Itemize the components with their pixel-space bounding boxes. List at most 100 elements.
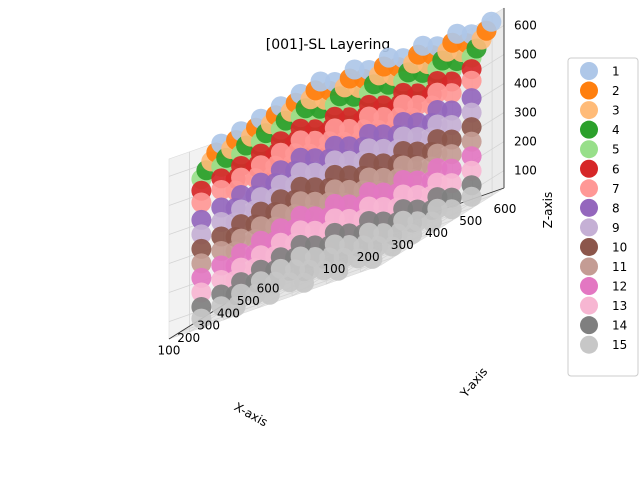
y-tick-label: 100 — [323, 262, 346, 276]
data-point-series-8 — [305, 148, 325, 169]
legend-label-7: 7 — [612, 182, 620, 196]
legend-marker-3 — [580, 101, 598, 120]
data-point-series-12 — [373, 182, 394, 203]
legend-label-1: 1 — [612, 65, 620, 79]
legend-marker-12 — [580, 277, 598, 296]
x-tick-label: 600 — [257, 282, 280, 296]
data-point-series-13 — [461, 160, 482, 181]
data-point-series-8 — [393, 112, 414, 132]
z-tick-label: 500 — [514, 48, 537, 62]
data-point-series-15 — [250, 271, 271, 292]
y-axis-label: Y-axis — [457, 365, 490, 401]
data-point-series-8 — [339, 136, 360, 157]
data-point-series-11 — [211, 241, 232, 261]
data-point-series-12 — [324, 193, 345, 214]
legend-marker-10 — [580, 237, 598, 256]
data-point-series-10 — [441, 129, 462, 150]
y-tick-label: 400 — [425, 226, 448, 240]
data-point-series-7 — [305, 130, 325, 151]
data-point-series-10 — [461, 117, 482, 138]
data-point-series-13 — [441, 173, 462, 194]
data-point-series-8 — [427, 100, 448, 120]
data-point-series-15 — [407, 211, 428, 232]
data-point-series-9 — [211, 212, 232, 232]
data-point-series-10 — [305, 177, 325, 198]
data-point-series-7 — [191, 192, 212, 213]
data-point-series-10 — [373, 153, 394, 174]
legend-label-6: 6 — [612, 162, 620, 176]
z-tick-label: 100 — [514, 164, 537, 178]
data-point-series-10 — [270, 189, 291, 210]
data-point-series-10 — [191, 238, 212, 259]
data-point-series-9 — [373, 138, 394, 159]
data-point-series-1 — [344, 59, 365, 80]
data-point-series-11 — [461, 131, 482, 152]
data-point-series-15 — [270, 258, 291, 279]
data-point-series-8 — [290, 147, 311, 168]
data-point-series-12 — [427, 158, 448, 179]
data-point-series-9 — [407, 127, 428, 147]
legend-label-10: 10 — [612, 240, 627, 254]
data-point-series-12 — [407, 170, 428, 191]
data-point-series-7 — [373, 107, 394, 127]
data-point-series-7 — [427, 82, 448, 103]
data-point-series-15 — [305, 247, 325, 267]
data-point-series-10 — [427, 129, 448, 150]
data-point-series-9 — [290, 162, 311, 183]
legend-label-15: 15 — [612, 338, 627, 352]
tick-labels: 1002003004005006001002003004005006001002… — [157, 18, 536, 357]
data-point-series-13 — [211, 270, 232, 290]
data-point-series-15 — [393, 210, 414, 231]
data-point-series-13 — [407, 185, 428, 205]
data-point-series-9 — [231, 199, 252, 220]
data-point-series-15 — [324, 234, 345, 255]
data-points — [191, 11, 502, 329]
data-point-series-11 — [407, 156, 428, 176]
y-tick-label: 300 — [391, 238, 414, 252]
data-point-series-9 — [339, 150, 360, 171]
z-axis-label: Z-axis — [541, 192, 555, 228]
legend-label-4: 4 — [612, 123, 620, 137]
data-point-series-7 — [441, 83, 462, 104]
data-point-series-11 — [324, 179, 345, 200]
data-point-series-9 — [461, 102, 482, 123]
data-point-series-11 — [373, 167, 394, 188]
x-axis-label: X-axis — [232, 400, 270, 430]
data-point-series-11 — [290, 191, 311, 212]
z-tick-label: 300 — [514, 106, 537, 120]
x-tick-label: 300 — [197, 319, 220, 333]
y-tick-label: 200 — [357, 250, 380, 264]
data-point-series-8 — [373, 124, 394, 145]
data-point-series-12 — [191, 267, 212, 288]
data-point-series-15 — [427, 198, 448, 219]
z-tick-label: 200 — [514, 135, 537, 149]
data-point-series-15 — [359, 222, 379, 243]
data-point-series-9 — [191, 224, 212, 245]
legend-marker-4 — [580, 120, 598, 139]
grid-line — [180, 257, 394, 332]
data-point-series-8 — [461, 88, 482, 109]
y-tick-label: 500 — [459, 214, 482, 228]
legend-marker-9 — [580, 218, 598, 237]
data-point-series-11 — [359, 167, 379, 188]
data-point-series-10 — [407, 141, 428, 162]
data-point-series-1 — [310, 71, 331, 92]
data-point-series-11 — [305, 191, 325, 212]
data-point-series-10 — [339, 165, 360, 186]
data-point-series-13 — [359, 196, 379, 217]
data-point-series-13 — [373, 197, 394, 217]
data-point-series-10 — [211, 226, 232, 247]
data-point-series-10 — [324, 164, 345, 185]
data-point-series-7 — [270, 142, 291, 163]
data-point-series-15 — [441, 199, 462, 220]
data-point-series-13 — [339, 208, 360, 229]
data-point-series-12 — [250, 230, 271, 251]
data-point-series-7 — [407, 95, 428, 115]
data-point-series-12 — [441, 158, 462, 179]
legend-marker-2 — [580, 81, 598, 100]
data-point-series-11 — [393, 155, 414, 176]
data-point-series-15 — [373, 223, 394, 244]
data-point-series-9 — [250, 187, 271, 208]
data-point-series-13 — [324, 208, 345, 229]
